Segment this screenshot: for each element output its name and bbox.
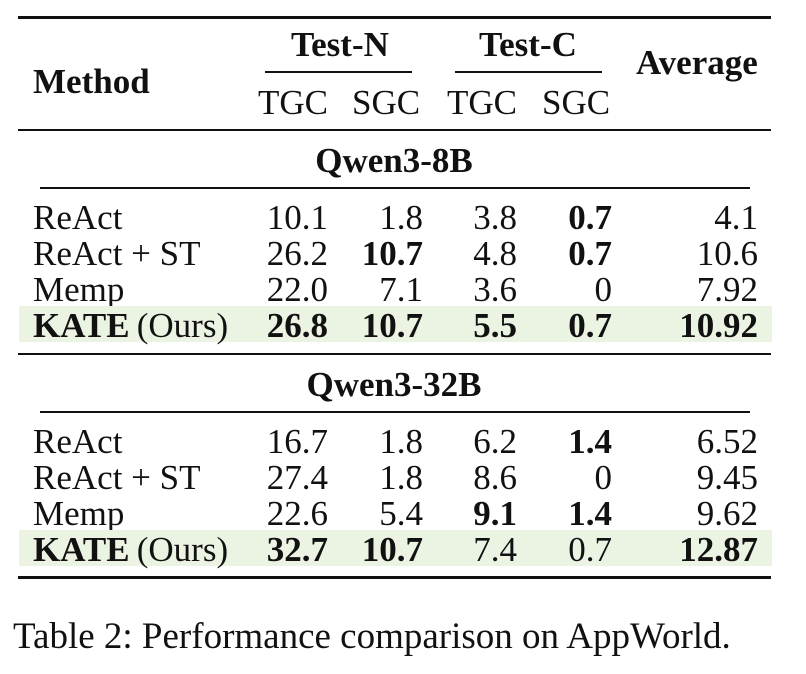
value-cell: 9.1	[473, 494, 517, 533]
results-table: Method Test-N Test-C Average TGC SGC TGC…	[18, 16, 772, 579]
test-n-cmidrule	[265, 71, 412, 73]
method-name: KATE	[33, 530, 130, 569]
section-1-rule	[40, 187, 750, 189]
value-cell: 10.1	[266, 198, 328, 237]
method-name: Memp	[33, 494, 125, 533]
method-name: KATE	[33, 306, 130, 345]
header-sub-sgc: SGC	[352, 83, 421, 122]
value-cell: 26.2	[266, 234, 328, 273]
value-cell: 0.7	[568, 234, 612, 273]
test-c-cmidrule	[455, 71, 602, 73]
value-cell: 26.8	[266, 306, 328, 345]
highlight-row-bg	[19, 530, 772, 566]
value-cell: 1.4	[568, 422, 612, 461]
value-cell: 8.6	[473, 458, 517, 497]
header-sub-tgc: TGC	[447, 83, 517, 122]
method-name: Memp	[33, 270, 125, 309]
value-cell: 10.92	[679, 306, 758, 345]
method-name: ReAct + ST	[33, 458, 201, 497]
value-cell: 10.7	[361, 530, 423, 569]
value-cell: 5.5	[473, 306, 517, 345]
value-cell: 0.7	[568, 306, 612, 345]
value-cell: 32.7	[266, 530, 328, 569]
value-cell: 12.87	[679, 530, 758, 569]
value-cell: 6.52	[696, 422, 758, 461]
value-cell: 9.62	[696, 494, 758, 533]
value-cell: 1.8	[379, 198, 423, 237]
value-cell: 6.2	[473, 422, 517, 461]
header-test-n: Test-N	[291, 25, 389, 64]
header-sub-sgc: SGC	[542, 83, 611, 122]
value-cell: 10.7	[361, 234, 423, 273]
value-cell: 16.7	[266, 422, 328, 461]
header-average: Average	[636, 43, 758, 82]
value-cell: 7.4	[473, 530, 517, 569]
value-cell: 4.1	[714, 198, 758, 237]
mid-rule	[18, 353, 771, 355]
value-cell: 0.7	[568, 198, 612, 237]
method-name: ReAct + ST	[33, 234, 201, 273]
value-cell: 27.4	[266, 458, 328, 497]
value-cell: 0.7	[568, 530, 612, 569]
value-cell: 7.1	[379, 270, 423, 309]
value-cell: 7.92	[696, 270, 758, 309]
value-cell: 3.6	[473, 270, 517, 309]
value-cell: 10.6	[696, 234, 758, 273]
value-cell: 0	[594, 458, 613, 497]
value-cell: 22.6	[266, 494, 328, 533]
method-suffix: (Ours)	[128, 306, 229, 345]
value-cell: 3.8	[473, 198, 517, 237]
value-cell: 1.4	[568, 494, 612, 533]
table-caption: Table 2: Performance comparison on AppWo…	[13, 616, 731, 657]
method-name: ReAct	[33, 422, 123, 461]
header-sub-tgc: TGC	[258, 83, 328, 122]
method-name: ReAct	[33, 198, 123, 237]
value-cell: 5.4	[379, 494, 423, 533]
top-rule	[18, 16, 771, 19]
value-cell: 22.0	[266, 270, 328, 309]
value-cell: 1.8	[379, 458, 423, 497]
value-cell: 0	[594, 270, 613, 309]
highlight-row-bg	[19, 306, 772, 342]
header-rule	[18, 129, 771, 131]
value-cell: 9.45	[696, 458, 758, 497]
section-title: Qwen3-8B	[315, 141, 473, 180]
section-2-rule	[40, 411, 750, 413]
header-method: Method	[33, 62, 150, 101]
value-cell: 1.8	[379, 422, 423, 461]
method-suffix: (Ours)	[128, 530, 229, 569]
value-cell: 10.7	[361, 306, 423, 345]
header-test-c: Test-C	[479, 25, 577, 64]
section-title: Qwen3-32B	[306, 365, 482, 404]
bottom-rule	[18, 576, 771, 579]
value-cell: 4.8	[473, 234, 517, 273]
